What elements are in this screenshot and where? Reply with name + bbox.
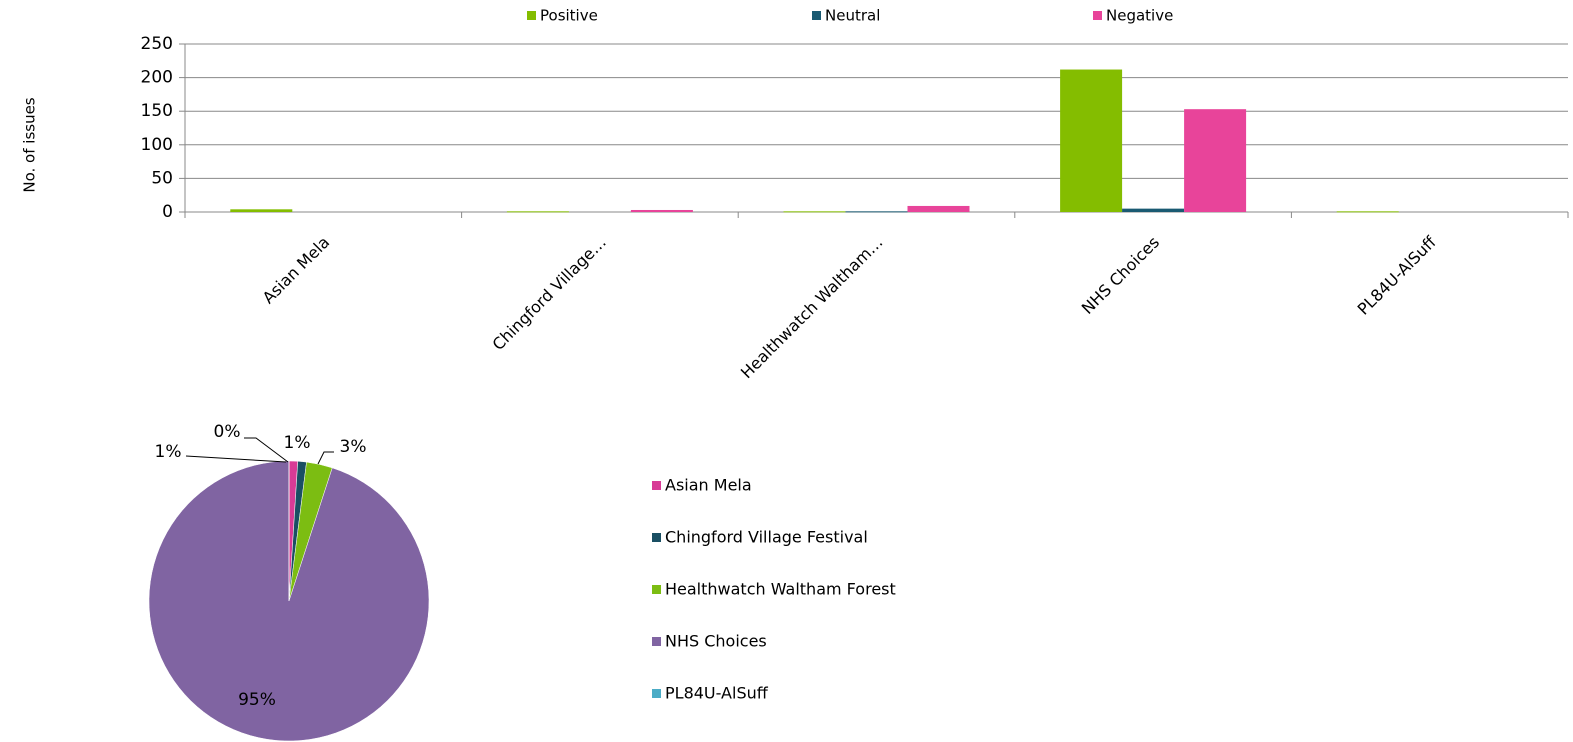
y-tick-label: 250 [141,34,173,54]
legend-swatch [812,11,821,20]
y-tick-label: 50 [151,168,173,188]
y-tick-label: 0 [162,202,173,222]
y-tick-label: 150 [141,101,173,121]
x-tick-label: PL84U-AlSuff [1354,232,1441,319]
x-tick-label: Asian Mela [259,233,334,308]
x-tick-label: Chingford Village… [488,233,609,354]
legend-swatch [652,481,661,490]
legend-swatch [652,689,661,698]
legend-swatch [652,637,661,646]
legend-label: NHS Choices [665,632,767,651]
leader-line [185,455,287,463]
x-tick-label: NHS Choices [1078,233,1163,318]
bar [1336,211,1399,213]
x-tick-label: Healthwatch Waltham… [737,233,887,383]
legend-swatch [652,533,661,542]
leader-line [317,451,334,465]
legend-label: Neutral [825,7,880,25]
y-tick-label: 200 [141,68,173,88]
legend-label: Positive [540,7,598,25]
legend-label: PL84U-AlSuff [665,684,769,703]
data-label: 95% [238,690,276,710]
bar [907,205,970,212]
bar [1122,208,1185,212]
bar [230,209,293,212]
legend-swatch [1093,11,1102,20]
legend-swatch [652,585,661,594]
bar [1184,109,1247,212]
legend-swatch [527,11,536,20]
data-label: 3% [340,437,367,457]
legend-label: Chingford Village Festival [665,528,868,547]
bar [630,209,693,212]
data-label: 1% [155,442,182,462]
legend-label: Negative [1106,7,1173,25]
leader-line [244,437,289,463]
bar [1060,69,1123,212]
data-label: 0% [214,422,241,442]
y-axis-title: No. of issues [21,97,39,192]
legend-label: Asian Mela [665,476,752,495]
legend-label: Healthwatch Waltham Forest [665,580,896,599]
data-label: 1% [284,433,311,453]
bar [845,211,908,213]
bar [783,211,846,213]
y-tick-label: 100 [141,135,173,155]
bar [506,211,569,213]
